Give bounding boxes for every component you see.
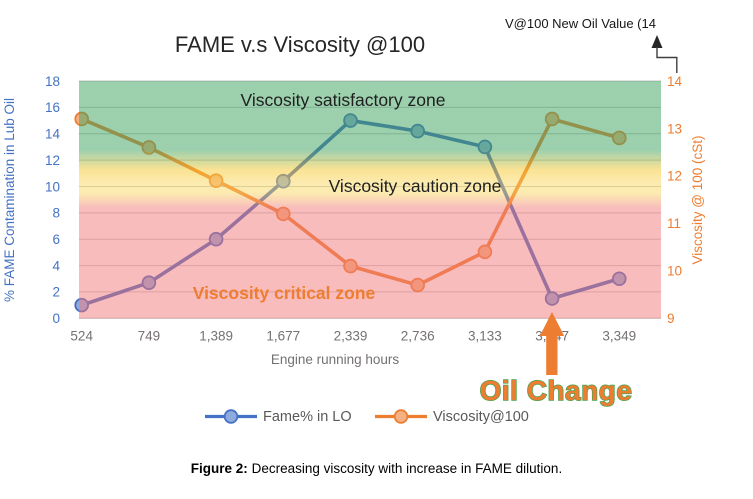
left-axis-tick-label: 8: [52, 206, 60, 221]
legend-marker: [393, 409, 409, 424]
left-axis-tick-label: 0: [52, 311, 60, 326]
figure-caption: Figure 2: Decreasing viscosity with incr…: [0, 461, 753, 476]
x-axis-category-label: 2,339: [334, 329, 368, 344]
callout-arrowhead-icon: [651, 35, 663, 48]
chart-title: FAME v.s Viscosity @100: [175, 32, 425, 57]
right-axis-tick-label: 10: [667, 264, 682, 279]
right-axis-title: Viscosity @ 100 (cSt): [690, 136, 705, 265]
plot-area: [74, 80, 661, 319]
left-axis-tick-label: 12: [45, 153, 60, 168]
left-axis-tick-label: 18: [45, 74, 60, 89]
x-axis-category-label: 524: [70, 329, 93, 344]
right-axis-tick-label: 9: [667, 311, 675, 326]
left-axis-title: % FAME Contamination in Lub Oil: [2, 98, 17, 302]
zone-overlay: [79, 81, 661, 319]
x-axis-category-label: 3,133: [468, 329, 502, 344]
legend-item: Viscosity@100: [375, 409, 529, 425]
x-axis-category-label: 1,389: [199, 329, 233, 344]
left-axis-tick-label: 10: [45, 179, 60, 194]
x-axis-category-label: 1,677: [266, 329, 300, 344]
callout-elbow-connector: [656, 47, 678, 73]
right-axis-tick-label: 11: [667, 216, 681, 231]
oil-change-arrow-icon: [539, 312, 565, 375]
left-axis-tick-label: 6: [52, 232, 60, 247]
x-axis-category-label: 3,349: [602, 329, 636, 344]
zone-label-satisfactory: Viscosity satisfactory zone: [241, 90, 446, 110]
legend-marker: [223, 409, 239, 424]
left-axis-tick-label: 4: [52, 258, 60, 273]
left-axis-tick-label: 14: [45, 127, 61, 142]
left-axis-tick-label: 16: [45, 100, 60, 115]
zone-label-caution: Viscosity caution zone: [329, 176, 502, 196]
right-axis-tick-label: 14: [667, 74, 683, 89]
right-axis-tick-label: 13: [667, 121, 682, 136]
chart-canvas: 0 2 4 6 8 10 12 14 16 18 9 10 11 12 13 14 524 749 1,389 1,6…: [2, 16, 705, 425]
legend-item: Fame% in LO: [205, 409, 352, 425]
zone-label-critical: Viscosity critical zone: [193, 283, 376, 303]
new-oil-value-callout-label: V@100 New Oil Value (14: [505, 16, 656, 31]
caption-prefix: Figure 2:: [190, 461, 248, 476]
legend-label: Fame% in LO: [263, 409, 352, 425]
axis-labels: 0 2 4 6 8 10 12 14 16 18 9 10 11 12 13 14 524 749 1,389 1,6…: [45, 74, 683, 425]
x-axis-category-label: 749: [138, 329, 161, 344]
right-axis-tick-label: 12: [667, 169, 682, 184]
caption-text: Decreasing viscosity with increase in FA…: [247, 461, 563, 476]
oil-change-label: Oil Change: [480, 375, 633, 406]
x-axis-category-label: 2,736: [401, 329, 435, 344]
left-axis-tick-label: 2: [52, 285, 60, 300]
x-axis-title: Engine running hours: [271, 352, 400, 367]
legend-label: Viscosity@100: [433, 409, 529, 425]
